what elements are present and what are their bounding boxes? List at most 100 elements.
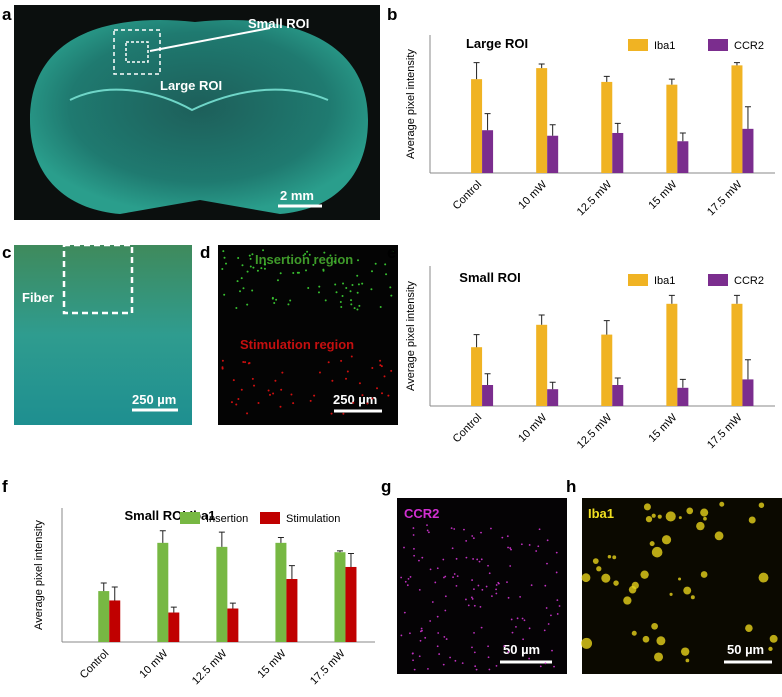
speck bbox=[420, 627, 423, 630]
legend-swatch bbox=[260, 512, 280, 524]
speck bbox=[444, 575, 447, 578]
speck bbox=[471, 535, 474, 537]
speck bbox=[221, 366, 224, 369]
speck bbox=[370, 270, 373, 273]
speck bbox=[481, 588, 484, 591]
speck bbox=[523, 619, 526, 622]
speck bbox=[335, 291, 338, 294]
speck bbox=[473, 604, 476, 607]
speck bbox=[528, 544, 531, 546]
speck bbox=[455, 557, 458, 560]
speck bbox=[547, 623, 550, 625]
speck bbox=[409, 576, 412, 578]
speck bbox=[350, 299, 353, 302]
scale-label: 250 µm bbox=[333, 392, 377, 407]
bar bbox=[482, 385, 494, 406]
speck bbox=[296, 271, 299, 274]
speck bbox=[546, 562, 548, 565]
speck bbox=[453, 573, 456, 575]
y-axis-label: Average pixel intensity bbox=[33, 520, 45, 630]
speck bbox=[241, 264, 244, 267]
bar bbox=[471, 79, 483, 173]
legend-label: Insertion bbox=[206, 513, 248, 525]
image-label: Fiber bbox=[22, 290, 54, 305]
bar bbox=[471, 347, 483, 406]
speck bbox=[495, 592, 498, 595]
speck bbox=[379, 305, 382, 308]
speck bbox=[465, 540, 468, 542]
speck bbox=[456, 575, 459, 578]
speck bbox=[436, 615, 439, 618]
speck bbox=[236, 280, 239, 283]
error-bar bbox=[277, 536, 284, 543]
error-bar bbox=[484, 113, 491, 131]
x-tick-label: Control bbox=[451, 179, 485, 213]
cell bbox=[661, 535, 672, 545]
speck bbox=[309, 399, 312, 402]
scale-label: 250 µm bbox=[132, 392, 176, 407]
speck bbox=[247, 362, 250, 365]
speck bbox=[450, 527, 453, 530]
speck bbox=[443, 636, 446, 638]
speck bbox=[506, 535, 509, 538]
speck bbox=[471, 579, 473, 581]
cell bbox=[680, 647, 690, 656]
speck bbox=[465, 556, 468, 559]
speck bbox=[503, 645, 506, 648]
speck bbox=[478, 560, 481, 563]
speck bbox=[487, 645, 489, 648]
cell bbox=[703, 516, 707, 521]
legend-label: Iba1 bbox=[654, 40, 675, 52]
error-bar bbox=[336, 550, 343, 553]
speck bbox=[488, 572, 491, 575]
speck bbox=[556, 599, 559, 602]
bar bbox=[677, 141, 689, 173]
speck bbox=[305, 269, 308, 272]
panel-letter: g bbox=[381, 477, 391, 496]
speck bbox=[318, 371, 321, 374]
cell bbox=[581, 573, 591, 583]
panel-letter: c bbox=[2, 243, 11, 262]
bar bbox=[547, 389, 559, 406]
error-bar bbox=[538, 63, 545, 69]
speck bbox=[444, 609, 447, 612]
speck bbox=[477, 584, 480, 587]
speck bbox=[519, 595, 522, 598]
speck bbox=[230, 401, 233, 404]
speck bbox=[390, 369, 393, 372]
cell bbox=[613, 580, 619, 586]
speck bbox=[473, 631, 475, 634]
speck bbox=[553, 665, 555, 668]
speck bbox=[442, 663, 445, 666]
cell bbox=[651, 546, 663, 558]
speck bbox=[546, 539, 549, 542]
x-tick-label: Control bbox=[78, 648, 112, 682]
speck bbox=[223, 293, 226, 296]
speck bbox=[444, 595, 447, 598]
speck bbox=[495, 584, 498, 586]
speck bbox=[480, 558, 483, 561]
speck bbox=[235, 403, 238, 406]
legend-swatch bbox=[180, 512, 200, 524]
speck bbox=[424, 636, 427, 639]
speck bbox=[515, 625, 517, 628]
micrograph bbox=[14, 245, 192, 425]
speck bbox=[472, 558, 474, 560]
speck bbox=[537, 545, 540, 548]
error-bar bbox=[473, 62, 480, 80]
bar bbox=[536, 68, 548, 173]
error-bar bbox=[549, 381, 556, 390]
speck bbox=[379, 359, 382, 362]
bar bbox=[666, 84, 678, 173]
speck bbox=[558, 605, 561, 607]
speck bbox=[280, 388, 283, 391]
speck bbox=[545, 607, 548, 609]
speck bbox=[251, 289, 254, 292]
panel-letter: a bbox=[2, 5, 12, 24]
error-bar bbox=[668, 294, 675, 304]
x-tick-label: 10 mW bbox=[516, 178, 550, 212]
speck bbox=[342, 282, 345, 285]
speck bbox=[251, 377, 254, 380]
error-bar bbox=[170, 606, 177, 613]
bar bbox=[742, 379, 754, 406]
